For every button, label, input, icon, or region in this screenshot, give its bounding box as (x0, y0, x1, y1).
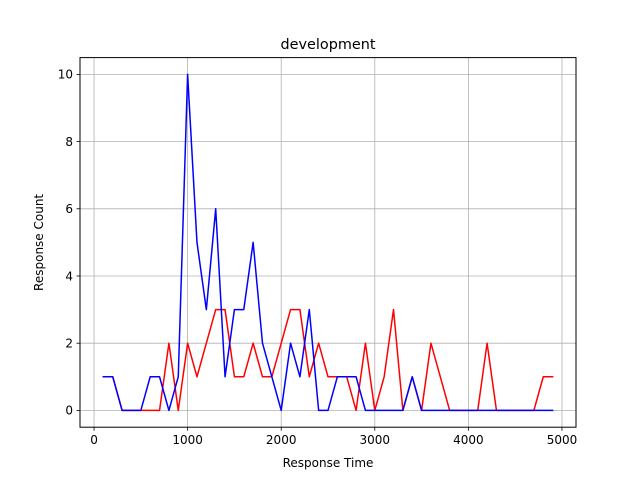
y-tick-label: 10 (58, 68, 73, 82)
x-tick-label: 5000 (547, 433, 578, 447)
series-lines (102, 73, 554, 412)
x-axis-label: Response Time (283, 456, 374, 470)
x-tick-label: 1000 (172, 433, 203, 447)
x-tick-label: 0 (90, 433, 98, 447)
y-axis-label: Response Count (32, 194, 46, 291)
grid (80, 57, 576, 428)
y-tick-label: 8 (65, 135, 73, 149)
y-tick-label: 2 (65, 337, 73, 351)
y-tick-label: 4 (65, 269, 73, 283)
y-tick-label: 0 (65, 404, 73, 418)
x-tick-label: 4000 (453, 433, 484, 447)
ticks: 0 1000 2000 3000 4000 5000 0 2 4 6 8 10 (58, 68, 578, 448)
chart-title: development (281, 37, 376, 53)
y-tick-label: 6 (65, 202, 73, 216)
x-tick-label: 3000 (360, 433, 391, 447)
series-line-2 (102, 73, 554, 412)
plot-frame (79, 57, 577, 428)
x-tick-label: 2000 (266, 433, 297, 447)
